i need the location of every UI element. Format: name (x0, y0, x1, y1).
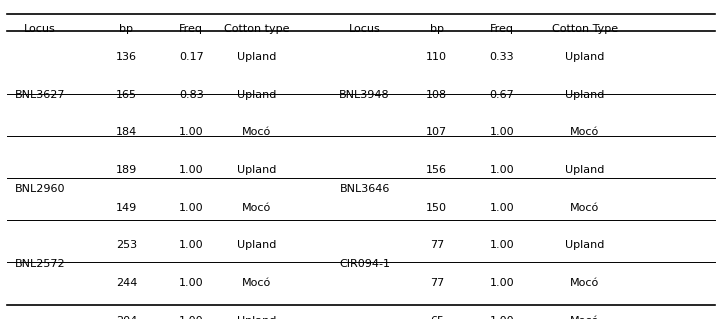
Text: 204: 204 (116, 315, 137, 319)
Text: 1.00: 1.00 (179, 278, 204, 288)
Text: 0.17: 0.17 (179, 52, 204, 62)
Text: 136: 136 (116, 52, 137, 62)
Text: 108: 108 (426, 90, 448, 100)
Text: 1.00: 1.00 (179, 165, 204, 175)
Text: Cotton Type: Cotton Type (552, 24, 618, 34)
Text: 149: 149 (116, 203, 137, 213)
Text: Locus: Locus (24, 24, 56, 34)
Text: Mocó: Mocó (570, 127, 599, 137)
Text: 65: 65 (430, 315, 444, 319)
Text: Upland: Upland (237, 52, 276, 62)
Text: 110: 110 (426, 52, 448, 62)
Text: 1.00: 1.00 (490, 127, 514, 137)
Text: Mocó: Mocó (242, 127, 271, 137)
Text: 150: 150 (426, 203, 448, 213)
Text: 244: 244 (116, 278, 137, 288)
Text: 189: 189 (116, 165, 137, 175)
Text: 156: 156 (426, 165, 448, 175)
Text: BNL3627: BNL3627 (14, 90, 65, 100)
Text: 165: 165 (116, 90, 137, 100)
Text: Upland: Upland (237, 315, 276, 319)
Text: Freq: Freq (490, 24, 514, 34)
Text: 107: 107 (426, 127, 448, 137)
Text: 253: 253 (116, 240, 137, 250)
Text: 0.67: 0.67 (490, 90, 514, 100)
Text: Mocó: Mocó (242, 203, 271, 213)
Text: 77: 77 (430, 240, 444, 250)
Text: 1.00: 1.00 (490, 165, 514, 175)
Text: Mocó: Mocó (570, 203, 599, 213)
Text: Upland: Upland (237, 165, 276, 175)
Text: Upland: Upland (237, 240, 276, 250)
Text: CIR094-1: CIR094-1 (339, 259, 390, 269)
Text: Upland: Upland (565, 90, 604, 100)
Text: bp: bp (430, 24, 444, 34)
Text: Mocó: Mocó (570, 278, 599, 288)
Text: 1.00: 1.00 (490, 240, 514, 250)
Text: BNL3948: BNL3948 (339, 90, 390, 100)
Text: BNL2572: BNL2572 (14, 259, 65, 269)
Text: Mocó: Mocó (242, 278, 271, 288)
Text: Freq: Freq (179, 24, 204, 34)
Text: 1.00: 1.00 (490, 278, 514, 288)
Text: 1.00: 1.00 (490, 203, 514, 213)
Text: Upland: Upland (565, 165, 604, 175)
Text: Mocó: Mocó (570, 315, 599, 319)
Text: Locus: Locus (349, 24, 380, 34)
Text: Cotton type: Cotton type (224, 24, 289, 34)
Text: Upland: Upland (565, 240, 604, 250)
Text: 1.00: 1.00 (179, 315, 204, 319)
Text: 1.00: 1.00 (179, 203, 204, 213)
Text: 1.00: 1.00 (179, 240, 204, 250)
Text: 77: 77 (430, 278, 444, 288)
Text: 184: 184 (116, 127, 137, 137)
Text: 0.33: 0.33 (490, 52, 514, 62)
Text: bp: bp (119, 24, 134, 34)
Text: Upland: Upland (565, 52, 604, 62)
Text: Upland: Upland (237, 90, 276, 100)
Text: BNL3646: BNL3646 (339, 184, 390, 194)
Text: BNL2960: BNL2960 (14, 184, 65, 194)
Text: 1.00: 1.00 (179, 127, 204, 137)
Text: 0.83: 0.83 (179, 90, 204, 100)
Text: 1.00: 1.00 (490, 315, 514, 319)
